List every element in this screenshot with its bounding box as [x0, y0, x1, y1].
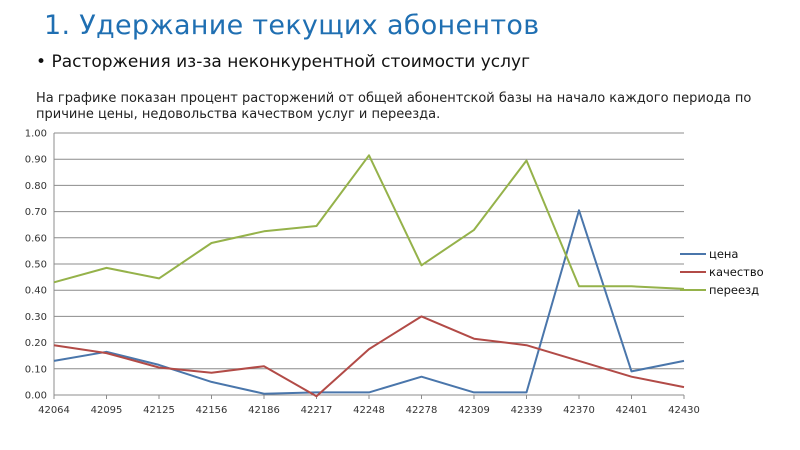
x-tick-label: 42339 — [511, 405, 543, 416]
x-tick-label: 42430 — [668, 405, 700, 416]
x-tick-label: 42217 — [301, 405, 333, 416]
x-tick-label: 42309 — [458, 405, 490, 416]
y-tick-label: 0.70 — [25, 207, 47, 218]
y-tick-label: 0.00 — [25, 391, 47, 402]
series-line-2 — [53, 315, 685, 398]
x-tick-label: 42278 — [406, 405, 438, 416]
x-tick-label: 42156 — [196, 405, 228, 416]
legend-label: качество — [709, 265, 764, 279]
y-tick-label: 0.30 — [25, 312, 47, 323]
bullet-marker: • — [36, 52, 47, 72]
legend-label: переезд — [709, 283, 759, 297]
y-tick-label: 1.00 — [25, 129, 47, 140]
y-tick-label: 0.80 — [25, 181, 47, 192]
y-tick-label: 0.50 — [25, 260, 47, 271]
bullet-point: • Расторжения из-за неконкурентной стоим… — [36, 52, 530, 72]
slide-title: 1. Удержание текущих абонентов — [44, 10, 540, 41]
x-tick-label: 42248 — [353, 405, 385, 416]
legend-label: цена — [709, 247, 738, 261]
x-tick-label: 42401 — [616, 405, 648, 416]
bullet-text: Расторжения из-за неконкурентной стоимос… — [51, 52, 531, 72]
chart-description: На графике показан процент расторжений о… — [36, 91, 752, 122]
y-tick-label: 0.90 — [25, 155, 47, 166]
y-tick-label: 0.20 — [25, 338, 47, 349]
x-tick-label: 42125 — [143, 405, 175, 416]
x-tick-label: 42370 — [563, 405, 595, 416]
series-line-3 — [53, 154, 685, 290]
x-tick-label: 42186 — [248, 405, 280, 416]
series-line-1 — [53, 209, 685, 395]
x-tick-label: 42064 — [38, 405, 70, 416]
y-tick-label: 0.40 — [25, 286, 47, 297]
y-tick-label: 0.10 — [25, 364, 47, 375]
y-tick-label: 0.60 — [25, 233, 47, 244]
x-tick-label: 42095 — [91, 405, 123, 416]
